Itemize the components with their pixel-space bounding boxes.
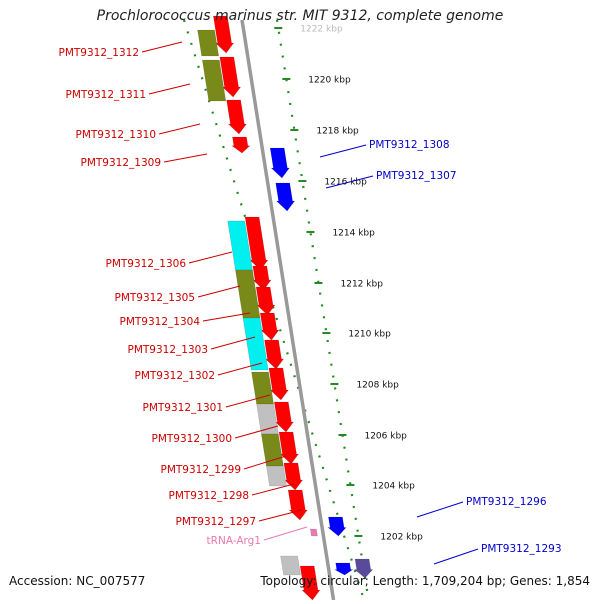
- label-leader-line: [188, 251, 233, 264]
- inner-ruler: [182, 19, 366, 601]
- forward-gene-arrow: [219, 56, 242, 98]
- label-leader-line: [202, 312, 251, 322]
- gene-label: PMT9312_1305: [115, 292, 196, 304]
- gene-label: PMT9312_1307: [376, 170, 457, 182]
- label-leader-line: [163, 153, 208, 163]
- gene-label: PMT9312_1306: [106, 258, 187, 270]
- label-leader-line: [251, 483, 295, 496]
- map-title: Prochlorococcus marinus str. MIT 9312, c…: [96, 8, 504, 24]
- gene-label: PMT9312_1300: [152, 433, 233, 445]
- label-leader-line: [433, 548, 479, 565]
- gene-label: PMT9312_1309: [81, 157, 162, 169]
- forward-gene-arrow: [287, 489, 308, 521]
- label-leader-line: [234, 425, 279, 439]
- gene-label: PMT9312_1299: [161, 464, 242, 476]
- gene-label: PMT9312_1301: [143, 402, 224, 414]
- forward-gene-arrow: [278, 431, 300, 465]
- label-leader-line: [148, 83, 191, 95]
- scale-label: 1206 kbp: [364, 432, 407, 442]
- cog-feature-block: [201, 59, 227, 102]
- label-leader-line: [210, 336, 256, 350]
- scale-label: 1210 kbp: [348, 330, 391, 340]
- label-leader-line: [225, 394, 271, 408]
- label-leader-line: [325, 175, 374, 189]
- label-leader-line: [263, 526, 308, 541]
- gene-label: PMT9312_1303: [128, 344, 209, 356]
- gene-label: PMT9312_1312: [59, 47, 140, 59]
- scale-label: 1214 kbp: [332, 229, 375, 239]
- genome-backbone: [240, 19, 336, 601]
- gene-label: PMT9312_1293: [481, 543, 562, 555]
- outer-ruler: [275, 19, 370, 601]
- label-leader-line: [258, 509, 303, 522]
- gene-label: PMT9312_1298: [169, 490, 250, 502]
- forward-gene-arrow: [213, 15, 235, 54]
- forward-gene-arrow: [273, 401, 295, 433]
- scale-label: 1220 kbp: [308, 76, 351, 86]
- cog-feature-block: [242, 317, 269, 371]
- reverse-gene-arrow: [353, 558, 374, 579]
- forward-gene-arrow: [230, 136, 251, 154]
- forward-gene-arrow: [226, 99, 248, 135]
- reverse-gene-arrow: [275, 182, 296, 212]
- trna-label: tRNA-Arg1: [207, 535, 261, 547]
- reverse-gene-arrow: [327, 516, 347, 537]
- accession-text: Accession: NC_007577: [9, 574, 146, 588]
- forward-gene-arrow: [299, 565, 321, 601]
- gene-label: PMT9312_1304: [120, 316, 201, 328]
- label-leader-line: [158, 123, 201, 135]
- scale-label: 1218 kbp: [316, 127, 359, 137]
- label-leader-line: [217, 362, 263, 376]
- scale-label: 1204 kbp: [372, 482, 415, 492]
- gene-label: PMT9312_1297: [176, 516, 257, 528]
- genome-summary-text: Topology: circular; Length: 1,709,204 bp…: [260, 574, 590, 588]
- gene-label: PMT9312_1308: [369, 139, 450, 151]
- label-leader-line: [243, 455, 287, 470]
- scale-label: 1208 kbp: [356, 381, 399, 391]
- label-leader-line: [197, 285, 241, 298]
- label-leader-line: [141, 41, 183, 53]
- forward-gene-arrow: [255, 286, 276, 316]
- cog-feature-block: [280, 555, 301, 576]
- forward-gene-arrow: [268, 367, 289, 401]
- forward-gene-arrow: [252, 265, 272, 291]
- scale-label: 1202 kbp: [380, 533, 423, 543]
- label-leader-line: [319, 144, 367, 158]
- forward-gene-arrow: [259, 312, 280, 341]
- scale-label: 1222 kbp: [300, 25, 343, 35]
- reverse-gene-arrow: [334, 562, 354, 576]
- cog-feature-block: [197, 29, 220, 57]
- trna-feature: [309, 528, 318, 537]
- reverse-gene-arrow: [269, 147, 290, 179]
- gene-label: PMT9312_1302: [135, 370, 216, 382]
- forward-gene-arrow: [264, 339, 285, 370]
- label-leader-line: [416, 501, 464, 518]
- gene-label: PMT9312_1311: [66, 89, 147, 101]
- forward-gene-arrow: [244, 216, 269, 271]
- gene-label: PMT9312_1310: [76, 129, 157, 141]
- gene-label: PMT9312_1296: [466, 496, 547, 508]
- cog-feature-block: [266, 465, 287, 487]
- scale-label: 1212 kbp: [341, 280, 384, 290]
- forward-gene-arrow: [283, 462, 304, 491]
